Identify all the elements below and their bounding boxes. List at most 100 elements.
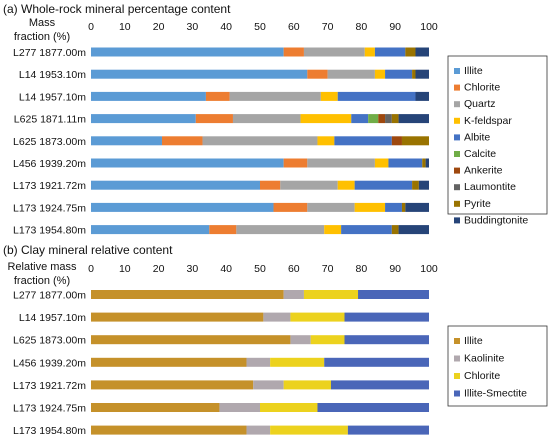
category-label: L14 1953.10m (19, 69, 86, 81)
x-tick-label: 90 (389, 21, 401, 33)
bar-segment (418, 180, 429, 190)
panel-b-axis-label-line2: fraction (%) (14, 275, 70, 287)
bar-segment (91, 180, 260, 190)
bar-segment (344, 335, 429, 345)
category-label: L14 1957.10m (19, 312, 86, 324)
bar-segment (263, 312, 291, 322)
category-label: L173 1954.80m (13, 425, 86, 437)
bar-segment (415, 91, 429, 101)
bar-segment (307, 202, 355, 212)
legend-swatch (454, 355, 460, 362)
panel-b-category-labels: L277 1877.00m L14 1957.10m L625 1873.00m L4… (13, 290, 86, 438)
panel-b-legend-box (447, 325, 548, 407)
bar-segment (91, 225, 210, 235)
bar-segment (401, 202, 406, 212)
bar-segment (219, 403, 260, 412)
x-tick-label: 70 (322, 21, 334, 33)
bar-segment (374, 47, 406, 57)
bar-segment (412, 180, 419, 190)
bar-segment (334, 136, 392, 146)
bar-segment (195, 114, 233, 124)
bar-segment (91, 290, 284, 299)
bar-segment (303, 47, 365, 57)
category-label: L173 1954.80m (13, 225, 86, 237)
legend-swatch (454, 338, 460, 344)
panel-a: (a) Whole-rock mineral percentage conten… (3, 2, 548, 237)
bar-segment (246, 425, 271, 435)
bar-segment (374, 158, 389, 168)
bar-segment (337, 91, 416, 101)
bar-segment (412, 69, 416, 79)
bar-segment (405, 47, 416, 57)
bar-segment (422, 158, 426, 168)
bar-segment (91, 380, 254, 390)
panel-b: (b) Clay mineral relative content Relati… (3, 243, 548, 438)
bar-segment (283, 158, 308, 168)
bar-segment (324, 357, 429, 367)
legend-swatch (454, 217, 460, 224)
bar-segment (91, 136, 162, 146)
bar-segment (270, 357, 325, 367)
legend-label: Buddingtonite (464, 214, 528, 226)
category-label: L456 1939.20m (13, 158, 86, 170)
x-tick-label: 10 (119, 263, 131, 275)
legend-label: Calcite (464, 148, 496, 160)
bar-segment (236, 225, 325, 235)
legend-label: K-feldspar (464, 115, 512, 127)
bar-segment (344, 312, 429, 322)
category-label: L625 1873.00m (13, 136, 86, 148)
panel-a-axis-label-line2: fraction (%) (14, 31, 70, 43)
panel-b-axis-label-line1: Relative mass (7, 261, 77, 273)
legend-swatch (454, 101, 460, 108)
legend-swatch (454, 373, 460, 379)
bar-segment (283, 47, 304, 57)
x-tick-label: 0 (88, 21, 94, 33)
x-tick-label: 100 (420, 21, 438, 33)
panel-a-category-labels: L277 1877.00m L14 1953.10m L14 1957.10m L62… (13, 47, 86, 237)
legend-swatch (454, 117, 460, 124)
bar-segment (385, 69, 413, 79)
legend-label: Chlorite (464, 370, 500, 382)
x-tick-label: 30 (187, 21, 199, 33)
x-tick-label: 60 (288, 263, 300, 275)
bar-segment (391, 136, 402, 146)
bar-segment (320, 91, 338, 101)
bar-segment (401, 136, 429, 146)
bar-segment (246, 357, 271, 367)
bar-segment (378, 114, 386, 124)
bar-segment (209, 225, 237, 235)
bar-segment (347, 425, 429, 435)
bar-segment (307, 69, 328, 79)
bar-segment (91, 91, 206, 101)
panel-b-legend: Illite Kaolinite Chlorite Illite-Smectite (454, 335, 527, 400)
legend-label: Quartz (464, 98, 496, 110)
panel-b-title: (b) Clay mineral relative content (3, 243, 173, 257)
panel-a-axis-label-line1: Mass (29, 17, 56, 29)
x-tick-label: 80 (356, 263, 368, 275)
bar-segment (283, 380, 331, 390)
bar-segment (161, 136, 203, 146)
bar-segment (202, 136, 318, 146)
bar-segment (273, 202, 308, 212)
bar-segment (354, 180, 413, 190)
panel-a-bars (91, 47, 429, 235)
bar-segment (317, 136, 335, 146)
x-tick-label: 30 (187, 263, 199, 275)
bar-segment (91, 312, 264, 322)
bar-segment (324, 225, 342, 235)
x-tick-label: 0 (88, 263, 94, 275)
bar-segment (415, 69, 429, 79)
bar-segment (290, 312, 345, 322)
bar-segment (91, 425, 247, 435)
panel-a-title: (a) Whole-rock mineral percentage conten… (3, 2, 231, 16)
bar-segment (253, 380, 284, 390)
x-tick-label: 100 (420, 263, 438, 275)
bar-segment (337, 180, 355, 190)
x-tick-label: 50 (254, 263, 266, 275)
bar-segment (327, 69, 375, 79)
legend-swatch (454, 200, 460, 207)
bar-segment (91, 357, 247, 367)
bar-segment (385, 202, 402, 212)
x-tick-label: 90 (389, 263, 401, 275)
bar-segment (300, 114, 352, 124)
